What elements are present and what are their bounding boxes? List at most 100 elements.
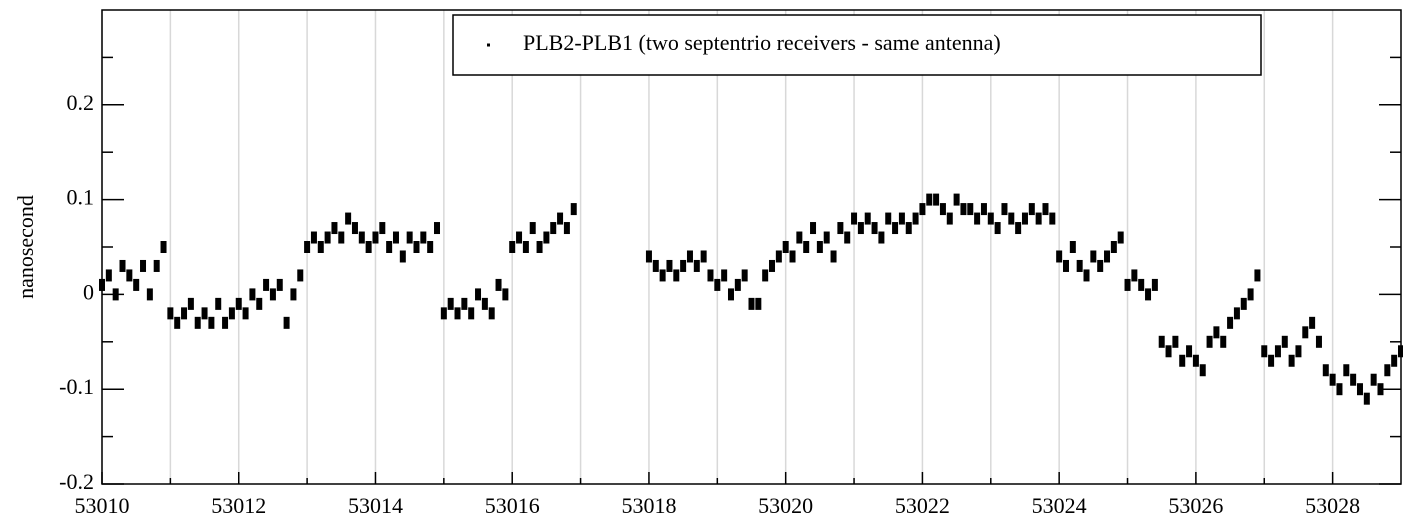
data-point bbox=[1035, 212, 1042, 225]
data-point bbox=[140, 259, 147, 272]
data-point bbox=[1042, 203, 1049, 216]
data-point bbox=[1391, 354, 1398, 367]
data-point bbox=[919, 203, 926, 216]
data-point bbox=[310, 231, 317, 244]
data-point bbox=[1206, 335, 1213, 348]
data-point bbox=[823, 231, 830, 244]
data-point bbox=[372, 231, 379, 244]
data-point bbox=[338, 231, 345, 244]
data-point bbox=[1090, 250, 1097, 263]
data-point bbox=[529, 222, 536, 235]
data-point bbox=[420, 231, 427, 244]
data-point bbox=[994, 222, 1001, 235]
data-point bbox=[488, 307, 495, 320]
data-point bbox=[242, 307, 249, 320]
data-point bbox=[1220, 335, 1227, 348]
data-point bbox=[406, 231, 413, 244]
data-point bbox=[1062, 259, 1069, 272]
data-point bbox=[324, 231, 331, 244]
data-point bbox=[727, 288, 734, 301]
x-tick-label: 53020 bbox=[758, 493, 813, 518]
plot-frame bbox=[101, 9, 1402, 485]
data-point bbox=[652, 259, 659, 272]
data-point bbox=[748, 297, 755, 310]
data-point bbox=[987, 212, 994, 225]
data-point bbox=[1254, 269, 1261, 282]
data-point bbox=[1056, 250, 1063, 263]
data-point bbox=[1015, 222, 1022, 235]
data-point bbox=[1110, 241, 1117, 253]
data-point bbox=[803, 241, 810, 253]
data-point bbox=[721, 269, 728, 282]
data-point bbox=[331, 222, 338, 235]
x-tick-label: 53012 bbox=[211, 493, 266, 518]
legend-marker bbox=[487, 43, 490, 47]
data-point bbox=[953, 193, 960, 206]
data-point bbox=[570, 203, 577, 216]
data-point bbox=[1049, 212, 1056, 225]
y-tick-label: -0.1 bbox=[59, 374, 94, 399]
data-point bbox=[201, 307, 208, 320]
data-point bbox=[1322, 364, 1329, 377]
data-point bbox=[905, 222, 912, 235]
data-point bbox=[454, 307, 461, 320]
data-point bbox=[215, 297, 222, 310]
data-point bbox=[960, 203, 967, 216]
data-point bbox=[898, 212, 905, 225]
data-point bbox=[796, 231, 803, 244]
x-tick-label: 53014 bbox=[348, 493, 403, 518]
data-point bbox=[516, 231, 523, 244]
data-point bbox=[119, 259, 126, 272]
data-point bbox=[885, 212, 892, 225]
data-point bbox=[1179, 354, 1186, 367]
data-point bbox=[1145, 288, 1152, 301]
x-tick-label: 53024 bbox=[1032, 493, 1087, 518]
data-point bbox=[1158, 335, 1165, 348]
data-point bbox=[1336, 383, 1343, 396]
data-point bbox=[228, 307, 235, 320]
data-point bbox=[1343, 364, 1350, 377]
data-point bbox=[864, 212, 871, 225]
data-point bbox=[1028, 203, 1035, 216]
data-point bbox=[1083, 269, 1090, 282]
data-point bbox=[290, 288, 297, 301]
data-point bbox=[1124, 278, 1131, 291]
data-point bbox=[399, 250, 406, 263]
legend-label: PLB2-PLB1 (two septentrio receivers - sa… bbox=[523, 30, 1001, 55]
data-point bbox=[1295, 345, 1302, 358]
data-point bbox=[769, 259, 776, 272]
data-point bbox=[434, 222, 441, 235]
data-point bbox=[256, 297, 263, 310]
data-point bbox=[1213, 326, 1220, 339]
data-point bbox=[789, 250, 796, 263]
data-point bbox=[857, 222, 864, 235]
data-point bbox=[939, 203, 946, 216]
data-point bbox=[522, 241, 529, 253]
data-point bbox=[1315, 335, 1322, 348]
data-point bbox=[1076, 259, 1083, 272]
data-point bbox=[468, 307, 475, 320]
data-point bbox=[263, 278, 270, 291]
data-point bbox=[1356, 383, 1363, 396]
data-point bbox=[666, 259, 673, 272]
data-point bbox=[1302, 326, 1309, 339]
data-point bbox=[509, 241, 516, 253]
data-point bbox=[844, 231, 851, 244]
data-point bbox=[1001, 203, 1008, 216]
data-point bbox=[741, 269, 748, 282]
data-point bbox=[440, 307, 447, 320]
x-tick-label: 53010 bbox=[75, 493, 130, 518]
data-point bbox=[1240, 297, 1247, 310]
data-point bbox=[912, 212, 919, 225]
data-point bbox=[851, 212, 858, 225]
data-point bbox=[878, 231, 885, 244]
data-point bbox=[1233, 307, 1240, 320]
data-point bbox=[1370, 373, 1377, 386]
data-point bbox=[755, 297, 762, 310]
data-point bbox=[269, 288, 276, 301]
data-point bbox=[1151, 278, 1158, 291]
data-point bbox=[194, 316, 201, 329]
data-point bbox=[1384, 364, 1391, 377]
data-point bbox=[830, 250, 837, 263]
